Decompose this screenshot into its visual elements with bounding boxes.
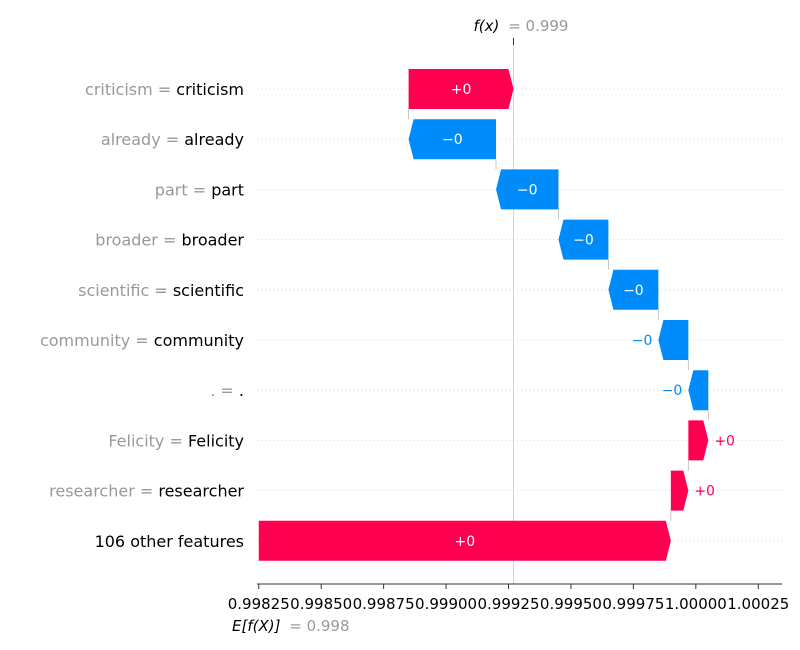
bar-1 [408, 69, 514, 109]
feature-value: broader [181, 231, 244, 250]
fx-value: = 0.999 [508, 17, 568, 35]
x-tick-label: 0.99825 [228, 595, 290, 613]
fx-label: f(x) [474, 17, 500, 35]
feature-name: broader [95, 231, 158, 250]
feature-value: already [184, 130, 244, 149]
feature-name: scientific [78, 281, 149, 300]
feature-name: researcher [49, 482, 135, 501]
x-tick-label: 1.00000 [665, 595, 727, 613]
bar-6 [658, 320, 689, 360]
feature-label: scientific = scientific [78, 281, 244, 300]
bar-value-label: +0 [714, 433, 735, 449]
ex-value: = 0.998 [289, 617, 349, 635]
bar-9 [670, 470, 689, 511]
x-tick-label: 1.00025 [727, 595, 789, 613]
feature-value: . [239, 381, 244, 400]
x-tick-label: 0.99925 [477, 595, 539, 613]
feature-value: researcher [158, 482, 244, 501]
ex-label: E[f(X)] [232, 617, 281, 635]
feature-value: criticism [176, 80, 244, 99]
bar-value-label: −0 [573, 233, 594, 249]
feature-value: part [211, 180, 244, 199]
feature-name: community [40, 331, 130, 350]
bar-2 [408, 119, 497, 160]
fx-title: f(x) = 0.999 [474, 17, 569, 35]
feature-label: part = part [155, 180, 244, 199]
bar-value-label: +0 [451, 82, 472, 98]
feature-name: criticism [85, 80, 153, 99]
x-tick-label: 0.99950 [540, 595, 602, 613]
row-gridlines [257, 88, 782, 542]
bar-value-label: −0 [517, 182, 538, 198]
bar-value-label: +0 [454, 534, 475, 550]
feature-label: broader = broader [95, 231, 244, 250]
x-tick-label: 0.99850 [290, 595, 352, 613]
x-tick-label: 0.99875 [353, 595, 415, 613]
bar-3 [496, 169, 559, 210]
bars-group: +0 −0 −0 −0 −0 −0 −0 +0 +0 +0 [258, 69, 735, 561]
bar-4 [558, 219, 609, 260]
bar-value-label: −0 [662, 383, 683, 399]
ex-title: E[f(X)] = 0.998 [232, 617, 350, 635]
feature-label: researcher = researcher [49, 482, 244, 501]
bar-value-label: −0 [442, 132, 463, 148]
feature-name: part [155, 180, 188, 199]
feature-value: community [154, 331, 244, 350]
feature-labels: criticism = criticism already = already pa… [40, 80, 244, 551]
feature-name: . [210, 381, 215, 400]
feature-name: Felicity [108, 431, 164, 450]
x-axis: 0.99825 0.99850 0.99875 0.99900 0.99925 0.999… [228, 38, 789, 613]
feature-label: Felicity = Felicity [108, 431, 244, 450]
feature-label: community = community [40, 331, 244, 350]
feature-label: criticism = criticism [85, 80, 244, 99]
x-tick-label: 0.99975 [602, 595, 664, 613]
bar-8 [688, 420, 709, 461]
feature-value: scientific [173, 281, 244, 300]
feature-label: 106 other features [95, 532, 244, 551]
bar-value-label: −0 [632, 333, 653, 349]
bar-10 [258, 520, 671, 561]
feature-name: already [101, 130, 161, 149]
x-tick-label: 0.99900 [415, 595, 477, 613]
bar-7 [688, 370, 709, 411]
bar-value-label: −0 [623, 283, 644, 299]
bar-value-label: +0 [694, 484, 715, 500]
bar-5 [608, 269, 659, 310]
feature-label: already = already [101, 130, 244, 149]
feature-label: . = . [210, 381, 244, 400]
feature-value: Felicity [188, 431, 244, 450]
feature-value: 106 other features [95, 532, 244, 551]
